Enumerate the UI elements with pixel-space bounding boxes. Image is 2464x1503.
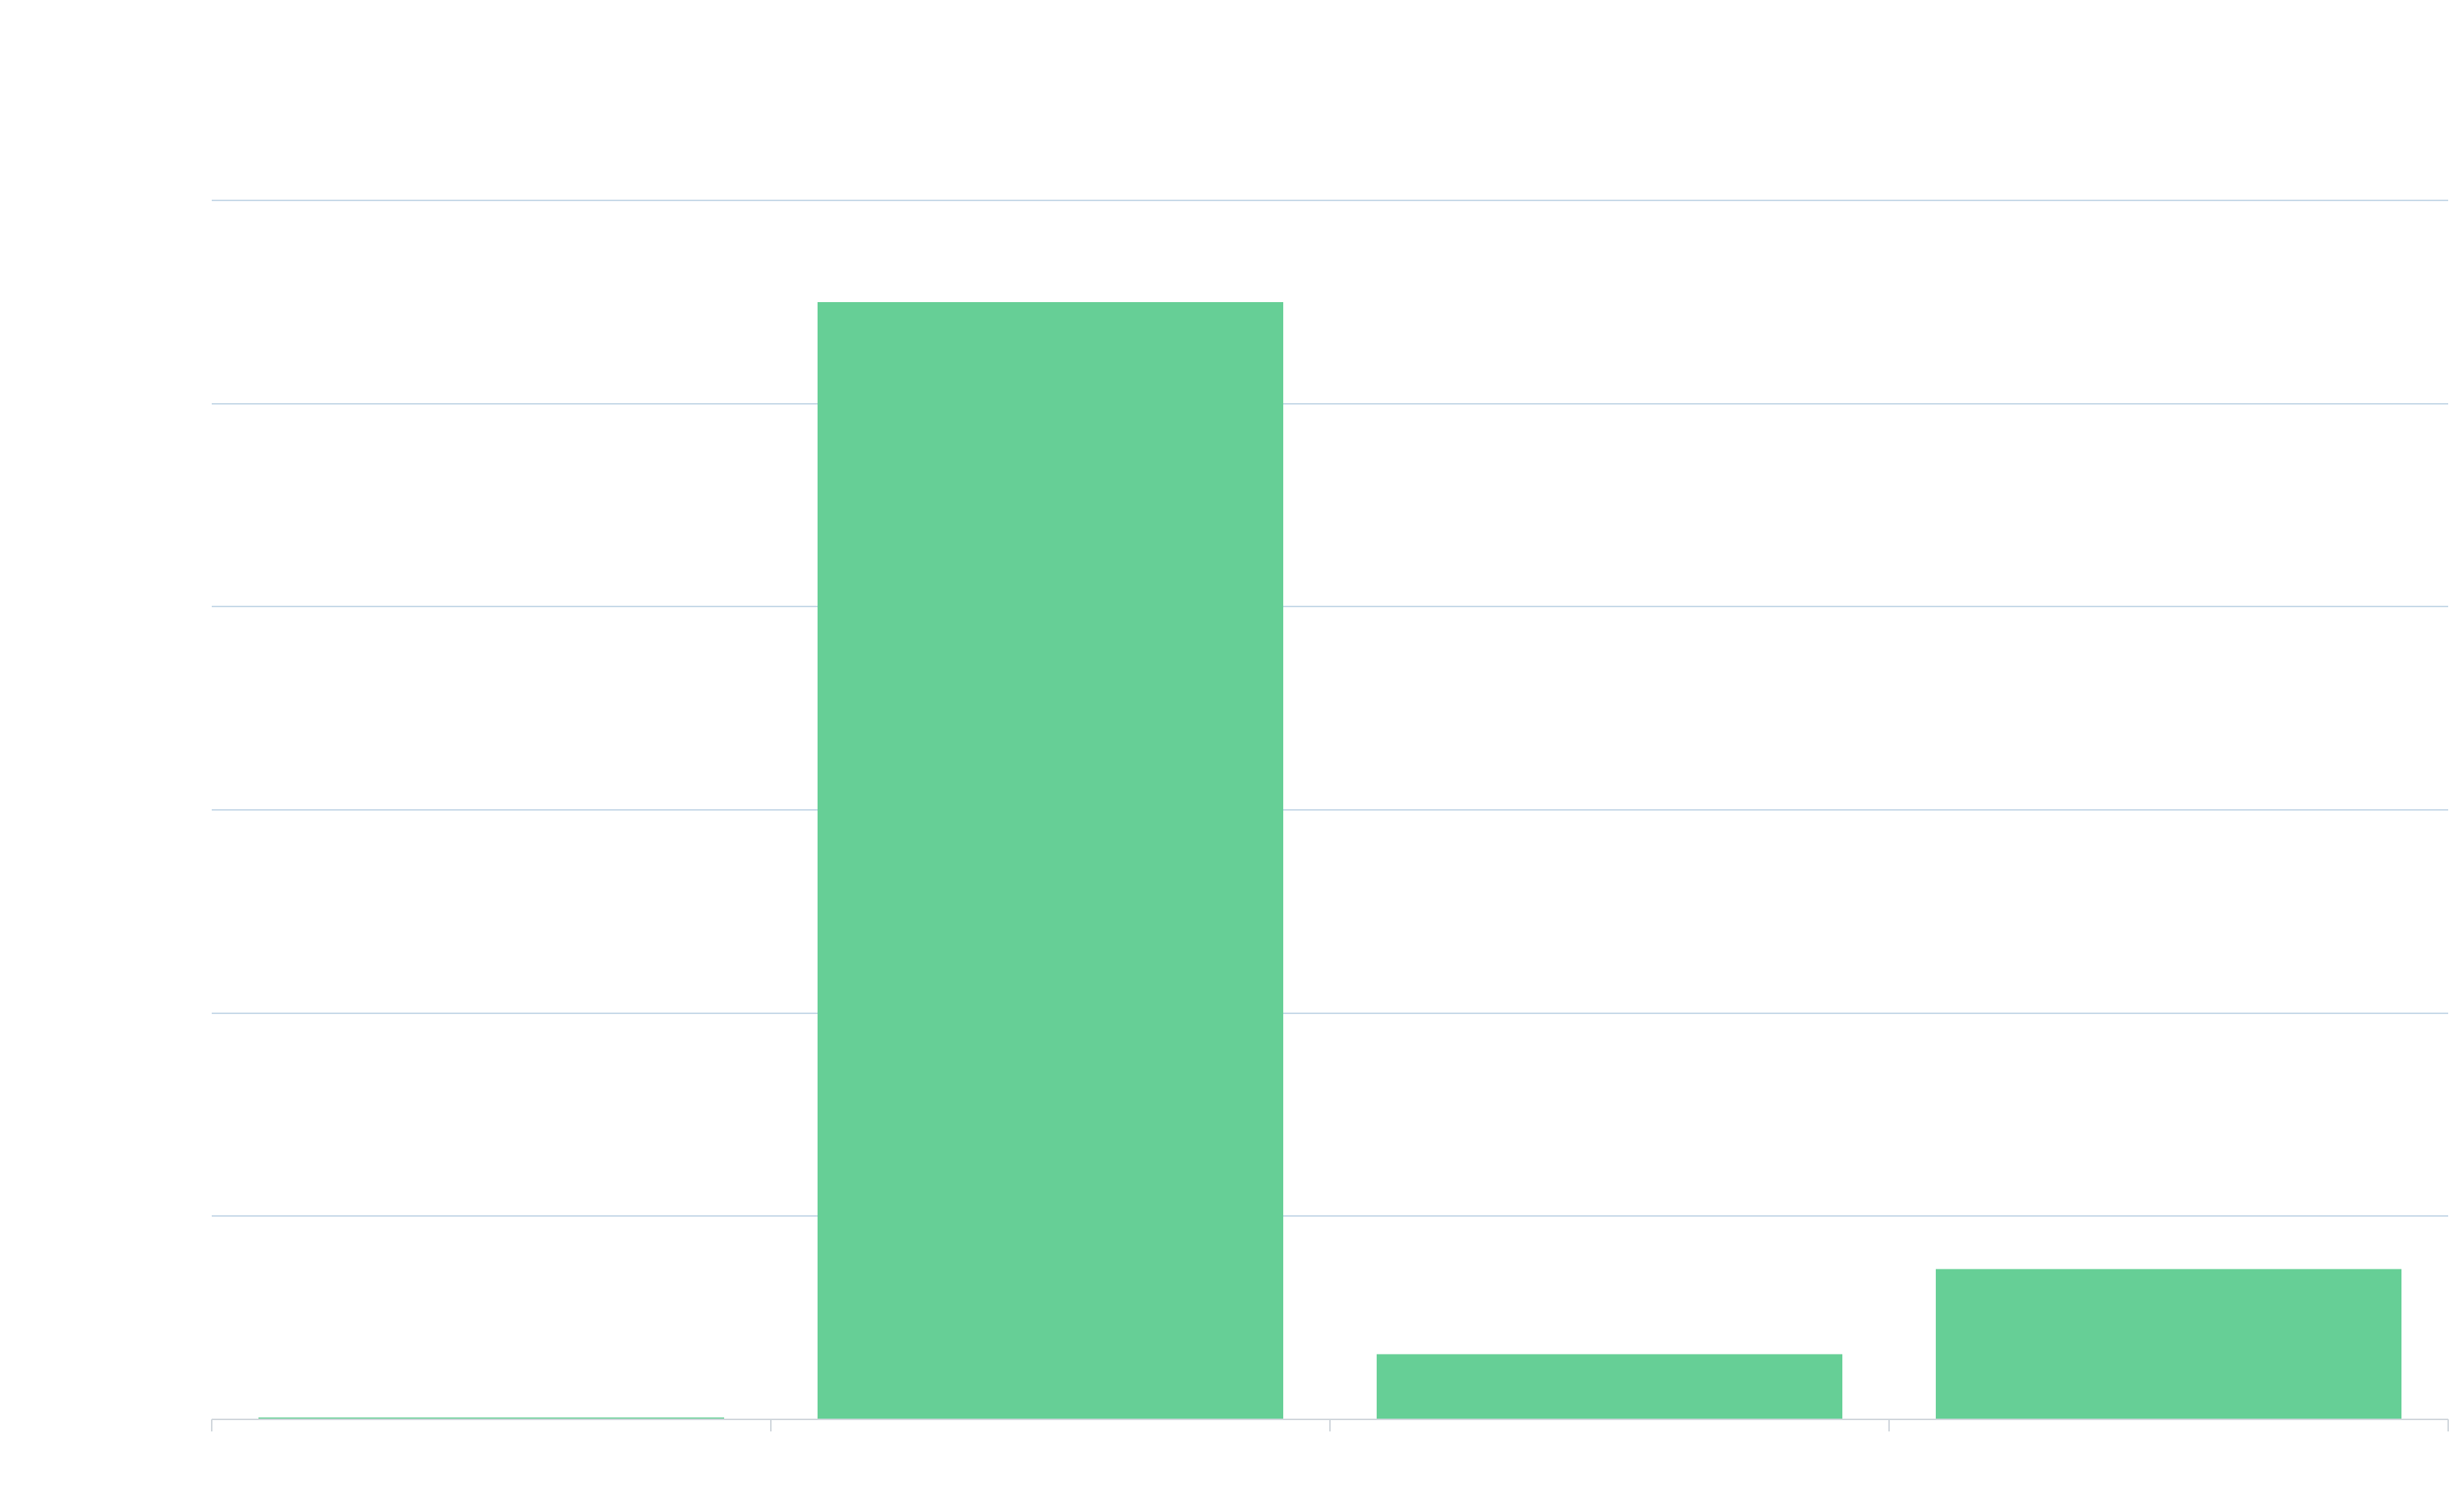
bar-4 <box>1936 1269 2401 1419</box>
gridlines <box>212 200 2448 1217</box>
x-axis <box>211 1419 2449 1431</box>
bar-3 <box>1377 1354 1842 1419</box>
bar-1 <box>258 1417 724 1419</box>
bars <box>258 301 2401 1419</box>
bar-2 <box>818 301 1283 1419</box>
